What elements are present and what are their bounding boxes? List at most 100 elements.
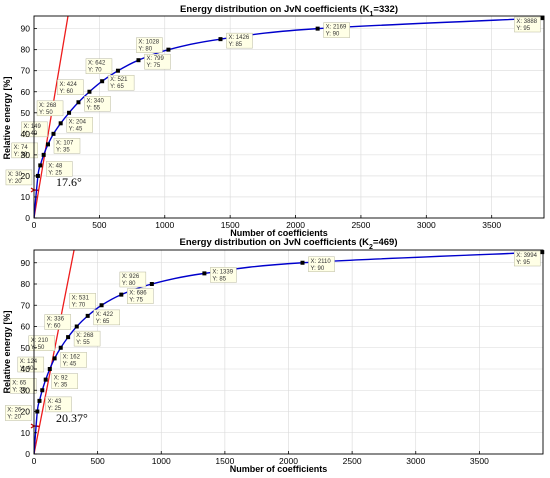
data-point-marker	[41, 152, 46, 157]
data-point-marker	[76, 100, 81, 105]
datatip-y: Y: 40	[23, 131, 37, 137]
x-tick-label: 1500	[215, 456, 234, 466]
datatip: X: 48Y: 25	[46, 161, 73, 177]
datatip-x: X: 210	[31, 338, 49, 344]
x-tick-label: 500	[91, 456, 105, 466]
data-point-marker	[66, 335, 71, 340]
datatip-x: X: 642	[88, 61, 106, 67]
data-point-marker	[218, 37, 223, 42]
datatip-y: Y: 50	[31, 345, 45, 351]
datatip-x: X: 107	[56, 140, 74, 146]
datatip-x: X: 521	[110, 77, 128, 83]
datatip-x: X: 799	[146, 56, 164, 62]
datatip-y: Y: 45	[63, 361, 77, 367]
data-point-marker	[43, 377, 48, 382]
datatip-x: X: 30	[8, 172, 23, 178]
datatip-box	[36, 100, 64, 117]
datatip-y: Y: 45	[69, 126, 83, 132]
datatip-box	[5, 405, 32, 421]
y-tick-label: 30	[21, 150, 31, 160]
datatip-box	[10, 378, 37, 394]
y-tick-label: 60	[21, 322, 31, 332]
datatip-y: Y: 60	[59, 89, 73, 95]
x-tick-label: 2500	[343, 456, 362, 466]
data-point-marker	[67, 110, 72, 115]
datatip-box	[44, 314, 72, 330]
datatip-x: X: 1028	[138, 40, 159, 46]
data-point-marker	[87, 89, 92, 94]
datatip-x: X: 2169	[326, 25, 347, 31]
y-axis-label: Relative energy [%]	[2, 310, 12, 393]
x-tick-label: 3500	[470, 456, 489, 466]
datatip-y: Y: 40	[20, 366, 34, 372]
angle-label: 20.37°	[56, 411, 88, 425]
datatip-x: X: 268	[39, 103, 57, 109]
datatip-x: X: 124	[20, 359, 38, 365]
datatip-x: X: 424	[59, 82, 77, 88]
datatip-box	[46, 161, 73, 177]
datatip-y: Y: 35	[56, 147, 70, 153]
y-tick-label: 10	[21, 192, 31, 202]
datatip-box	[107, 74, 135, 91]
datatip-y: Y: 55	[86, 105, 100, 111]
data-point-marker	[40, 388, 45, 393]
datatip-box	[84, 96, 111, 112]
tangent-line	[34, 250, 75, 454]
datatip-y: Y: 20	[8, 179, 22, 185]
y-tick-label: 10	[21, 428, 31, 438]
y-tick-label: 90	[21, 24, 31, 34]
datatip-box	[210, 267, 237, 283]
axes-frame	[33, 15, 545, 219]
plot-area	[34, 16, 544, 218]
datatip-y: Y: 80	[138, 47, 152, 53]
datatip-y: Y: 95	[516, 260, 530, 266]
y-tick-label: 80	[21, 279, 31, 289]
y-tick-label: 90	[21, 258, 31, 268]
data-point-marker	[45, 142, 50, 147]
datatip-x: X: 531	[72, 295, 90, 301]
datatip: X: 65Y: 30	[10, 378, 37, 394]
data-point-marker	[52, 356, 57, 361]
x-tick-label: 3000	[417, 220, 436, 230]
y-tick-label: 40	[21, 364, 31, 374]
datatip-y: Y: 25	[47, 406, 61, 412]
x-tick-label: 500	[92, 220, 106, 230]
y-tick-label: 70	[21, 300, 31, 310]
x-tick-label: 0	[32, 456, 37, 466]
data-point-marker	[37, 398, 42, 403]
y-tick-label: 0	[25, 213, 30, 223]
datatip-y: Y: 55	[76, 340, 90, 346]
data-point-marker	[35, 173, 40, 178]
y-tick-label: 0	[25, 449, 30, 459]
data-point-marker	[74, 324, 79, 329]
datatip-box	[513, 250, 541, 267]
chart-panel-1: 17.6° X: 30Y: 20 X: 48Y: 25 X: 74Y: 30 X: 10…	[2, 4, 545, 238]
y-tick-label: 50	[21, 108, 31, 118]
datatip-box	[28, 335, 55, 351]
y-tick-label: 40	[21, 129, 31, 139]
datatip: X: 30Y: 20	[5, 169, 33, 186]
y-tick-label: 20	[21, 407, 31, 417]
datatip-x: X: 1339	[212, 269, 233, 275]
datatip-box	[119, 271, 147, 288]
datatip-box	[5, 169, 33, 186]
x-tick-label: 2500	[351, 220, 370, 230]
data-point-marker	[58, 121, 63, 126]
datatip-y: Y: 50	[39, 110, 53, 116]
chart-title: Energy distribution on JvN coefficients …	[180, 237, 398, 251]
datatip-box	[21, 121, 48, 138]
datatip-box	[127, 288, 154, 304]
datatip-box	[73, 330, 101, 347]
datatip-box	[85, 58, 113, 74]
datatip-x: X: 48	[48, 163, 63, 169]
datatip-box	[514, 16, 541, 33]
